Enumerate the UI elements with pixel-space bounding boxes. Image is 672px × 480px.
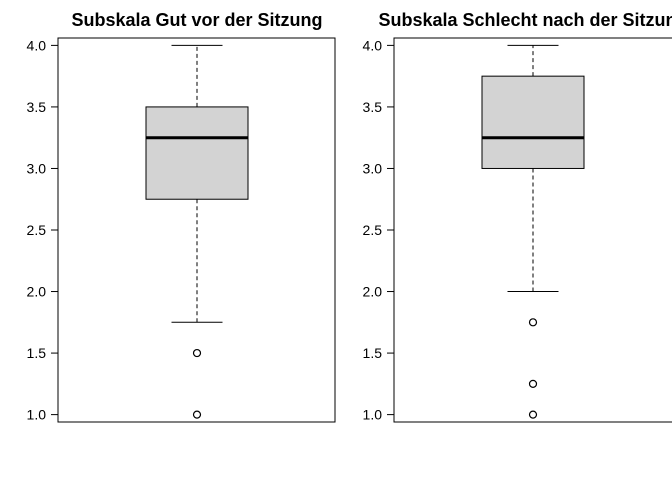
y-tick-label: 1.0 <box>363 407 383 423</box>
panel-title: Subskala Gut vor der Sitzung <box>71 10 322 30</box>
panel-title: Subskala Schlecht nach der Sitzung <box>378 10 672 30</box>
outlier-point <box>528 410 538 419</box>
y-axis: 1.0 1.5 2.0 2.5 3.0 3.5 4.0 <box>363 37 394 423</box>
y-tick-label: 1.5 <box>27 345 47 361</box>
y-tick-label: 2.0 <box>363 284 383 300</box>
y-tick-label: 3.0 <box>363 160 383 176</box>
y-axis: 1.0 1.5 2.0 2.5 3.0 3.5 4.0 <box>27 37 58 423</box>
y-tick-label: 4.0 <box>27 37 47 53</box>
y-tick-label: 1.5 <box>363 345 383 361</box>
panel-gut-vor: Subskala Gut vor der Sitzung 1.0 1.5 2.0 2.… <box>27 10 336 423</box>
y-tick-label: 2.0 <box>27 284 47 300</box>
y-tick-label: 3.5 <box>363 99 383 115</box>
iqr-box <box>145 106 249 200</box>
y-tick-label: 2.5 <box>363 222 383 238</box>
outlier-point <box>528 379 538 388</box>
y-tick-label: 2.5 <box>27 222 47 238</box>
y-tick-label: 3.0 <box>27 160 47 176</box>
iqr-box <box>481 75 585 169</box>
outlier-point <box>528 318 538 327</box>
outlier-point <box>192 410 202 419</box>
panel-schlecht-nach: Subskala Schlecht nach der Sitzung 1.01.… <box>363 10 672 423</box>
y-tick-label: 3.5 <box>27 99 47 115</box>
outlier-point <box>192 348 202 358</box>
box-marks <box>481 44 585 419</box>
y-tick-label: 4.0 <box>363 37 383 53</box>
box-marks <box>145 44 249 419</box>
y-tick-label: 1.0 <box>27 407 47 423</box>
